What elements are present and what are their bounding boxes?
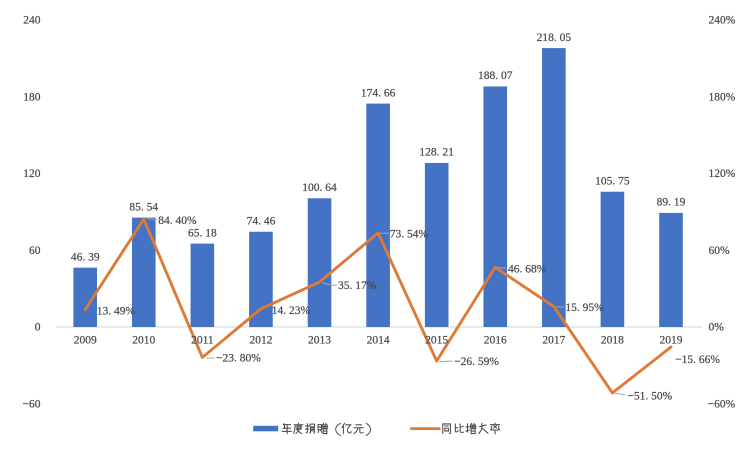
svg-text:0%: 0% [709,322,725,334]
svg-text:2013: 2013 [308,335,331,347]
svg-text:2009: 2009 [74,335,97,347]
svg-text:13. 49%: 13. 49% [97,306,136,318]
svg-text:240%: 240% [709,15,736,27]
svg-text:105. 75: 105. 75 [595,175,630,187]
svg-text:174. 66: 174. 66 [361,87,396,99]
svg-text:240: 240 [23,15,41,27]
svg-text:65. 18: 65. 18 [188,227,217,239]
svg-text:−60%: −60% [708,398,736,410]
svg-text:73. 54%: 73. 54% [390,228,429,240]
svg-text:180: 180 [23,91,41,103]
svg-text:2019: 2019 [660,335,683,347]
svg-text:89. 19: 89. 19 [657,197,686,209]
svg-text:128. 21: 128. 21 [419,147,454,159]
svg-text:−51. 50%: −51. 50% [627,390,672,402]
svg-text:−23. 80%: −23. 80% [216,352,261,364]
svg-text:−60: −60 [23,398,41,410]
svg-text:100. 64: 100. 64 [302,182,337,194]
svg-text:60: 60 [29,245,41,257]
svg-text:2017: 2017 [542,335,565,347]
svg-text:35. 17%: 35. 17% [338,280,377,292]
svg-text:15. 95%: 15. 95% [565,302,604,314]
svg-text:0: 0 [35,322,41,334]
svg-text:60%: 60% [709,245,731,257]
svg-text:46. 39: 46. 39 [71,251,100,263]
svg-text:2015: 2015 [425,335,448,347]
svg-text:180%: 180% [709,91,736,103]
svg-text:2014: 2014 [367,335,390,347]
svg-text:188. 07: 188. 07 [478,70,513,82]
svg-text:218. 05: 218. 05 [537,32,572,44]
svg-text:2010: 2010 [132,335,155,347]
svg-text:14. 23%: 14. 23% [272,305,311,317]
svg-text:84. 40%: 84. 40% [158,215,197,227]
svg-text:74. 46: 74. 46 [247,215,276,227]
svg-text:2012: 2012 [249,335,272,347]
svg-text:2018: 2018 [601,335,624,347]
svg-text:85. 54: 85. 54 [129,201,158,213]
svg-text:2016: 2016 [484,335,507,347]
svg-text:−15. 66%: −15. 66% [675,354,720,366]
svg-text:46. 68%: 46. 68% [508,263,547,275]
svg-text:120: 120 [23,168,41,180]
svg-text:2011: 2011 [191,335,214,347]
svg-text:−26. 59%: −26. 59% [454,356,499,368]
svg-text:120%: 120% [709,168,736,180]
